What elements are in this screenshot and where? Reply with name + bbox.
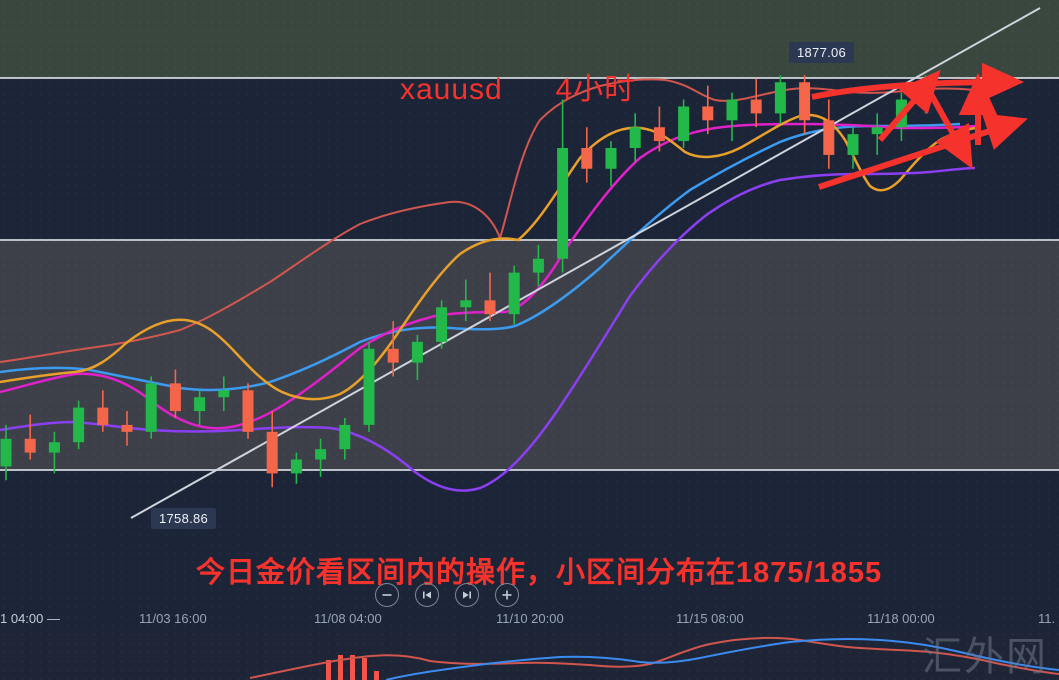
- candlestick: [436, 300, 448, 349]
- background-band-top: [0, 0, 1059, 78]
- breakout-up-arrow: [877, 69, 941, 142]
- candlestick: [460, 279, 472, 322]
- plus-icon: [502, 590, 512, 600]
- candlestick: [871, 113, 883, 155]
- candlestick: [484, 272, 496, 322]
- axis-tick: 1 04:00 —: [0, 611, 60, 626]
- candlestick: [73, 400, 85, 450]
- axis-tick: 11/03 16:00: [139, 611, 207, 626]
- level-line-upper: [0, 77, 1059, 79]
- skip-back-icon: [423, 591, 431, 599]
- axis-tick: 11/08 04:00: [314, 611, 382, 626]
- site-watermark: 汇外网: [922, 634, 1048, 680]
- zoom-out-button[interactable]: [375, 583, 399, 607]
- candlestick: [823, 99, 835, 169]
- axis-tick: 11/10 20:00: [496, 611, 564, 626]
- candlestick: [387, 321, 399, 377]
- candlestick: [557, 99, 569, 273]
- time-axis: 1 04:00 — 11/03 16:00 11/08 04:00 11/10 …: [0, 606, 1059, 634]
- background-band-upper-navy: [0, 79, 1059, 240]
- candlestick: [411, 334, 423, 380]
- axis-tick: 11/18 00:00: [867, 611, 935, 626]
- candlestick: [194, 390, 206, 425]
- candlestick: [726, 92, 738, 142]
- candlestick: [678, 99, 690, 148]
- background-band-lower-navy: [0, 471, 1059, 631]
- price-tag-low: 1758.86: [151, 508, 217, 529]
- candlestick: [290, 452, 302, 484]
- chart-toolbar[interactable]: [375, 583, 519, 607]
- annotation-symbol: xauusd: [400, 73, 503, 106]
- candlestick: [750, 78, 762, 128]
- candlestick: [266, 411, 278, 488]
- minus-icon: [382, 594, 392, 596]
- axis-tick: 11.: [1038, 611, 1056, 626]
- candlestick: [581, 127, 593, 183]
- annotation-commentary: 今日金价看区间内的操作，小区间分布在1875/1855: [196, 557, 883, 589]
- candlestick: [653, 106, 665, 152]
- candlestick: [532, 244, 544, 287]
- indicator-panel-background: [0, 631, 1059, 680]
- axis-tick: 11/15 08:00: [676, 611, 744, 626]
- step-forward-button[interactable]: [455, 583, 479, 607]
- candlestick: [97, 390, 109, 432]
- candlestick: [363, 341, 375, 432]
- pullback-down-arrow: [924, 85, 973, 169]
- candlestick: [0, 424, 12, 481]
- candlestick: [605, 141, 617, 187]
- annotation-timeframe: 4小时: [555, 73, 636, 106]
- price-tag-high: 1877.06: [789, 42, 855, 63]
- macd-signal-line: [385, 637, 1059, 680]
- candlestick: [847, 127, 859, 169]
- step-back-button[interactable]: [415, 583, 439, 607]
- trendline-white: [130, 7, 1041, 519]
- candlestick: [218, 376, 230, 412]
- candlestick: [508, 265, 520, 325]
- zoom-in-button[interactable]: [495, 583, 519, 607]
- level-line-middle: [0, 239, 1059, 241]
- candlestick: [339, 418, 351, 460]
- candlestick: [315, 438, 327, 477]
- candlestick: [774, 75, 786, 124]
- skip-forward-icon: [463, 591, 471, 599]
- candlestick: [48, 431, 60, 474]
- candlestick: [169, 369, 181, 418]
- candlestick: [121, 411, 133, 446]
- support-arrow: [818, 113, 1028, 190]
- ma-purple-line: [0, 166, 976, 492]
- candlestick: [242, 383, 254, 439]
- annotation-title: xauusd 4小时: [400, 64, 635, 108]
- level-line-lower: [0, 469, 1059, 471]
- candlestick: [24, 414, 36, 460]
- ma-magenta-line: [0, 122, 976, 430]
- candlestick: [702, 85, 714, 135]
- macd-line: [249, 636, 1059, 679]
- candlestick: [145, 376, 157, 439]
- candlestick: [799, 75, 811, 135]
- macd-histogram: [326, 655, 379, 680]
- candlestick: [629, 113, 641, 162]
